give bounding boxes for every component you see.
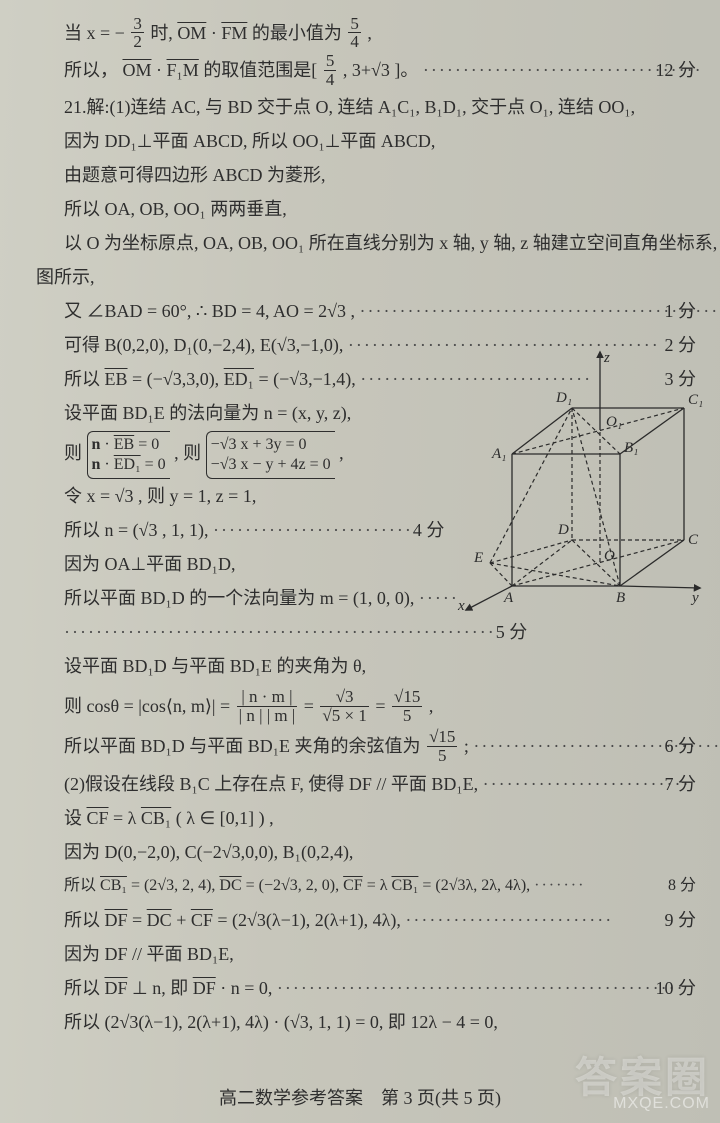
line-16b: ········································…	[36, 615, 464, 649]
line-20: (2)假设在线段 B₁C 上存在点 F, 使得 DF // 平面 BD₁E, ·…	[36, 767, 696, 801]
line-3: 21.解:(1)连结 AC, 与 BD 交于点 O, 连结 A₁C₁, B₁D₁…	[36, 90, 696, 124]
line-7b: 图所示,	[36, 260, 696, 294]
line-14: 所以 n = (√3 , 1, 1), ····················…	[36, 513, 464, 547]
lbl-b: B	[616, 590, 625, 606]
page-footer: 高二数学参考答案 第 3 页(共 5 页)	[0, 1081, 720, 1115]
text: ·	[211, 23, 222, 43]
line-24: 所以 DF = DC + CF = (2√3(λ−1), 2(λ+1), 4λ)…	[36, 903, 696, 937]
score-5: 5 分	[496, 615, 528, 649]
line-7: 以 O 为坐标原点, OA, OB, OO₁ 所在直线分别为 x 轴, y 轴,…	[36, 226, 696, 260]
vec-fm: FM	[221, 23, 247, 43]
text: , 3+√3 ]。	[343, 60, 419, 80]
lbl-e: E	[473, 550, 483, 566]
score-8: 8 分	[668, 869, 696, 903]
score-12: 12 分	[656, 53, 697, 87]
lbl-c1: C₁	[688, 392, 703, 408]
score-9: 9 分	[665, 903, 697, 937]
axis-z: z	[603, 350, 610, 366]
text: ·	[156, 60, 167, 80]
lbl-a: A	[503, 590, 514, 606]
lbl-o1: O₁	[606, 414, 622, 430]
axis-y: y	[690, 590, 699, 606]
line-22: 因为 D(0,−2,0), C(−2√3,0,0), B₁(0,2,4),	[36, 835, 696, 869]
lbl-d1: D₁	[555, 390, 572, 406]
score-7: 7 分	[665, 767, 697, 801]
text: 当 x = −	[64, 23, 125, 43]
line-17: 设平面 BD₁D 与平面 BD₁E 的夹角为 θ,	[36, 649, 696, 683]
text: 的取值范围是[	[203, 60, 322, 80]
line-5: 由题意可得四边形 ABCD 为菱形,	[36, 158, 696, 192]
lbl-a1: A₁	[491, 446, 506, 462]
text: 时,	[150, 23, 173, 43]
line-19: 所以平面 BD₁D 与平面 BD₁E 夹角的余弦值为 √155 ; ······…	[36, 729, 696, 766]
line-6: 所以 OA, OB, OO₁ 两两垂直,	[36, 192, 696, 226]
score-4: 4 分	[413, 513, 445, 547]
prism-figure: z x y D₁ C₁ O₁ A₁ B₁ D C O A B E	[452, 348, 702, 608]
line-4: 因为 DD₁⊥平面 ABCD, 所以 OO₁⊥平面 ABCD,	[36, 124, 696, 158]
brace-1: n · EB = 0 n · ED₁ = 0	[87, 431, 170, 479]
line-8: 又 ∠BAD = 60°, ∴ BD = 4, AO = 2√3 , ·····…	[36, 294, 696, 328]
score-6: 6 分	[665, 729, 697, 763]
lbl-o: O	[604, 548, 615, 564]
watermark-url: MXQE.COM	[613, 1087, 710, 1121]
text: 的最小值为	[252, 23, 347, 43]
score-1: 1 分	[665, 294, 697, 328]
lbl-b1: B₁	[624, 440, 638, 456]
score-10: 10 分	[656, 971, 697, 1005]
line-26: 所以 DF ⊥ n, 即 DF · n = 0, ···············…	[36, 971, 696, 1005]
axis-x: x	[457, 598, 465, 614]
line-1: 当 x = − 32 时, OM · FM 的最小值为 54 ,	[36, 16, 696, 53]
vec-om: OM	[177, 23, 206, 43]
page: 当 x = − 32 时, OM · FM 的最小值为 54 , 所以， OM …	[0, 0, 720, 1123]
line-23: 所以 CB₁ = (2√3, 2, 4), DC = (−2√3, 2, 0),…	[36, 869, 696, 903]
line-21: 设 CF = λ CB₁ ( λ ∈ [0,1] ) ,	[36, 801, 696, 835]
prism-svg: z x y D₁ C₁ O₁ A₁ B₁ D C O A B E	[452, 348, 702, 608]
brace-2: −√3 x + 3y = 0 −√3 x − y + 4z = 0	[206, 431, 335, 479]
line-27: 所以 (2√3(λ−1), 2(λ+1), 4λ) · (√3, 1, 1) =…	[36, 1005, 696, 1039]
lbl-d: D	[557, 522, 569, 538]
line-2: 所以， OM · F₁M 的取值范围是[ 54 , 3+√3 ]。 ······…	[36, 53, 696, 90]
text: 所以，	[64, 60, 118, 80]
line-18: 则 cosθ = |cos⟨n, m⟩| = | n · m || n | | …	[36, 683, 696, 729]
line-25: 因为 DF // 平面 BD₁E,	[36, 937, 696, 971]
lbl-c: C	[688, 532, 699, 548]
